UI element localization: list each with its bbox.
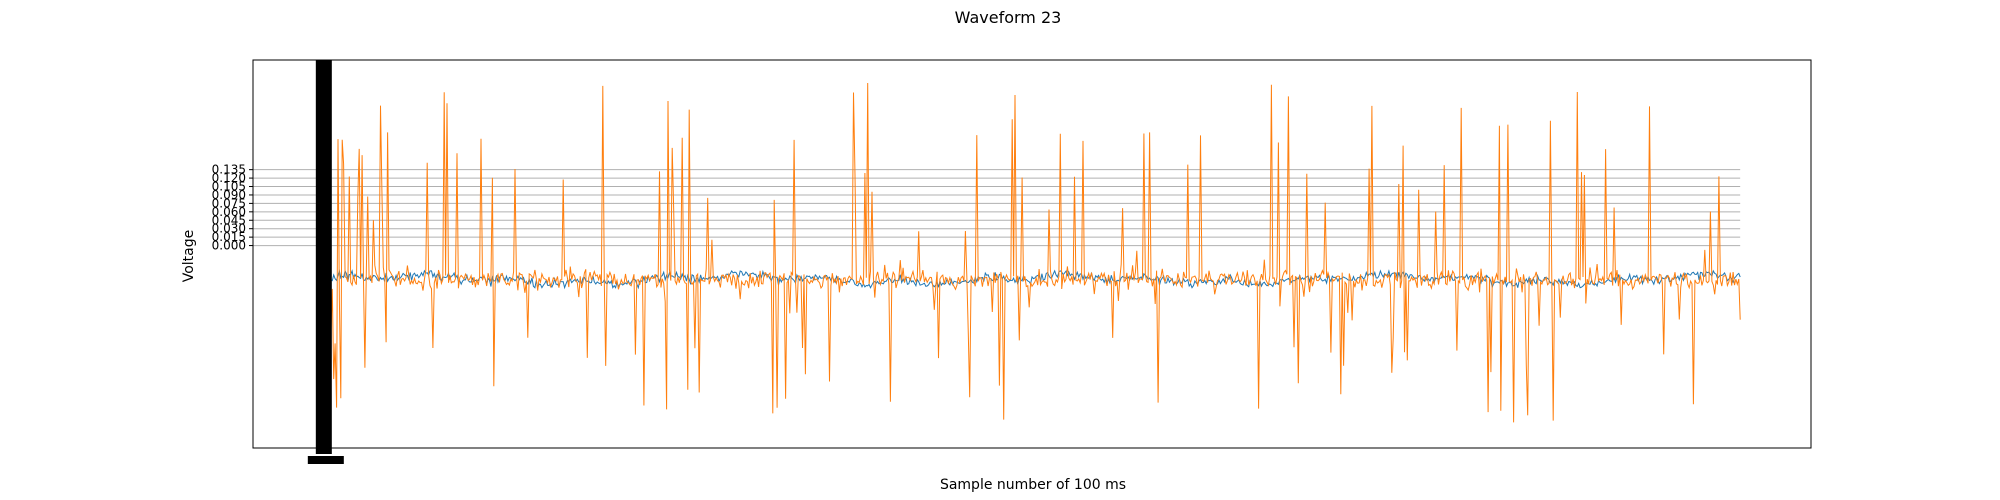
y-tick-label: 0.120 <box>212 171 246 185</box>
y-tick-label: 0.045 <box>212 213 246 227</box>
y-tick-label: 0.030 <box>212 222 246 236</box>
series-2-line <box>323 82 1741 423</box>
y-tick-labels: 0.0000.0150.0300.0450.0600.0750.0900.105… <box>212 163 253 253</box>
y-tick-label: 0.075 <box>212 196 246 210</box>
y-axis-label: Voltage <box>181 230 197 283</box>
x-tick-block <box>315 60 332 454</box>
x-tick-label-block <box>307 456 344 464</box>
y-tick-label: 0.135 <box>212 163 246 177</box>
chart-title: Waveform 23 <box>955 8 1062 27</box>
plot-frame <box>252 59 1812 449</box>
x-tick-block <box>307 60 344 464</box>
y-tick-label: 0.105 <box>212 180 246 194</box>
x-axis-label: Sample number of 100 ms <box>940 477 1126 493</box>
y-tick-label: 0.060 <box>212 205 246 219</box>
y-tick-label: 0.000 <box>212 239 246 253</box>
series-layer <box>323 82 1741 423</box>
y-tick-label: 0.090 <box>212 188 246 202</box>
grid-lines <box>253 169 1741 247</box>
y-tick-label: 0.015 <box>212 230 246 244</box>
